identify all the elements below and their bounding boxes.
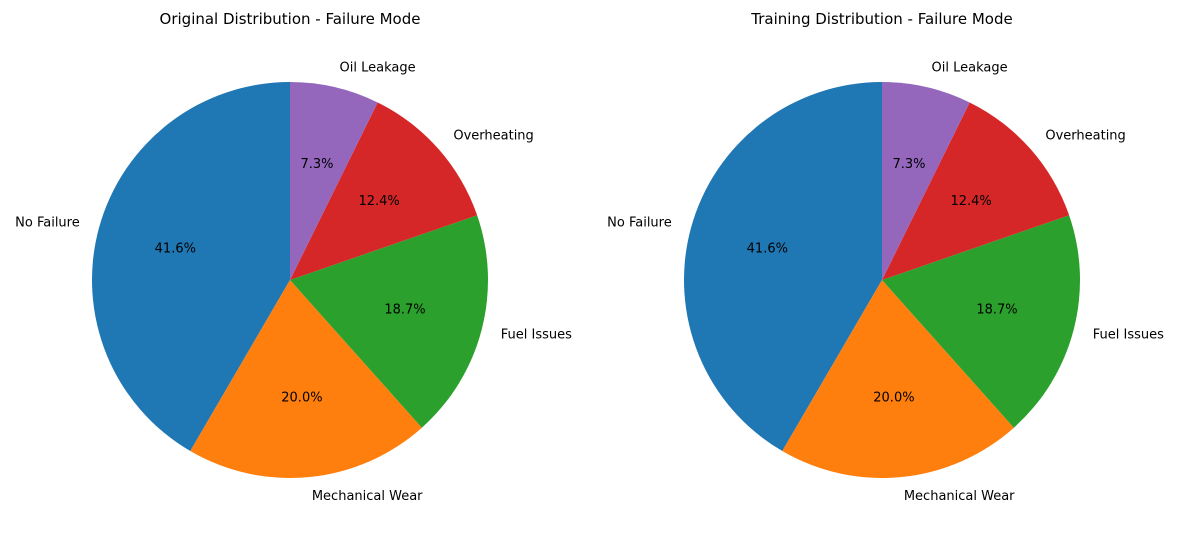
slice-category-label: Overheating <box>1045 128 1125 143</box>
pie-chart-original: Original Distribution - Failure Mode 41.… <box>15 10 572 504</box>
slice-value-label: 41.6% <box>155 242 196 257</box>
slice-value-label: 7.3% <box>892 157 925 172</box>
slice-category-label: Mechanical Wear <box>904 489 1015 504</box>
slice-category-label: Oil Leakage <box>932 60 1008 75</box>
slice-value-label: 20.0% <box>873 391 914 406</box>
slice-value-label: 18.7% <box>976 302 1017 317</box>
slice-value-label: 7.3% <box>300 157 333 172</box>
chart-title: Original Distribution - Failure Mode <box>160 10 421 28</box>
slice-value-label: 12.4% <box>950 194 991 209</box>
pie-slice-oil-leakage <box>882 82 970 280</box>
pie-slice-mechanical-wear <box>782 280 1014 478</box>
slice-category-label: Fuel Issues <box>1093 327 1164 342</box>
slice-category-label: Overheating <box>453 128 533 143</box>
slice-category-label: Fuel Issues <box>501 327 572 342</box>
slice-category-label: No Failure <box>15 216 80 231</box>
pie-slice-overheating <box>882 102 1070 280</box>
pie-slice-oil-leakage <box>290 82 378 280</box>
slice-value-label: 18.7% <box>384 302 425 317</box>
pie-slice-no-failure <box>684 82 882 452</box>
pie-slice-no-failure <box>92 82 290 452</box>
pie-slice-fuel-issues <box>882 215 1080 428</box>
pie-slice-overheating <box>290 102 478 280</box>
pie-slice-fuel-issues <box>290 215 488 428</box>
slice-value-label: 12.4% <box>358 194 399 209</box>
slice-category-label: Oil Leakage <box>340 60 416 75</box>
slice-value-label: 20.0% <box>281 391 322 406</box>
slice-value-label: 41.6% <box>747 242 788 257</box>
pie-chart-training: Training Distribution - Failure Mode 41.… <box>607 10 1164 504</box>
slice-category-label: Mechanical Wear <box>312 489 423 504</box>
slice-category-label: No Failure <box>607 216 672 231</box>
pie-slice-mechanical-wear <box>190 280 422 478</box>
chart-title: Training Distribution - Failure Mode <box>750 10 1012 28</box>
